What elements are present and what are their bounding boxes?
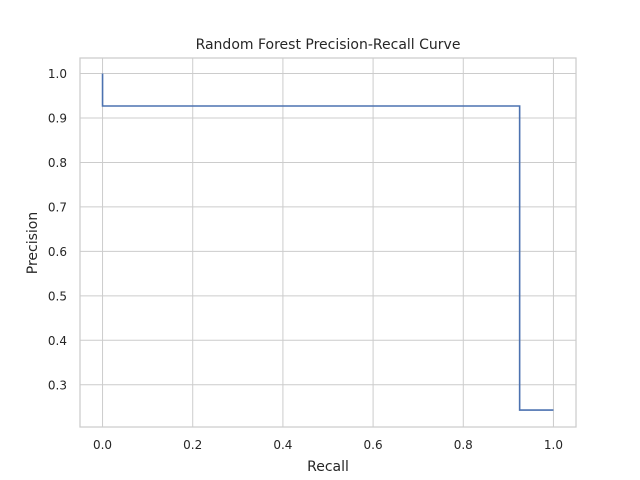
x-tick-label: 0.2 xyxy=(183,438,202,452)
x-axis-label: Recall xyxy=(307,459,349,475)
x-tick-label: 0.0 xyxy=(93,438,112,452)
y-tick-label: 0.8 xyxy=(48,156,67,170)
x-tick-label: 0.4 xyxy=(273,438,292,452)
precision-recall-curve xyxy=(101,73,554,411)
y-tick-label: 0.7 xyxy=(48,200,67,214)
y-tick-label: 0.3 xyxy=(48,378,67,392)
x-tick-label: 0.8 xyxy=(454,438,473,452)
y-tick-labels: 0.3 0.4 0.5 0.6 0.7 0.8 0.9 1.0 xyxy=(48,67,67,392)
x-tick-labels: 0.0 0.2 0.4 0.6 0.8 1.0 xyxy=(93,438,563,452)
y-tick-label: 0.9 xyxy=(48,112,67,126)
x-grid-lines xyxy=(102,58,554,427)
y-grid-lines xyxy=(80,73,576,386)
y-tick-label: 1.0 xyxy=(48,67,67,81)
x-tick-label: 0.6 xyxy=(364,438,383,452)
plot-area-frame xyxy=(79,57,577,428)
y-tick-label: 0.5 xyxy=(48,289,67,303)
chart-title: Random Forest Precision-Recall Curve xyxy=(196,37,461,53)
x-tick-label: 1.0 xyxy=(544,438,563,452)
y-tick-label: 0.4 xyxy=(48,334,67,348)
y-tick-label: 0.6 xyxy=(48,245,67,259)
y-axis-label: Precision xyxy=(25,212,41,274)
